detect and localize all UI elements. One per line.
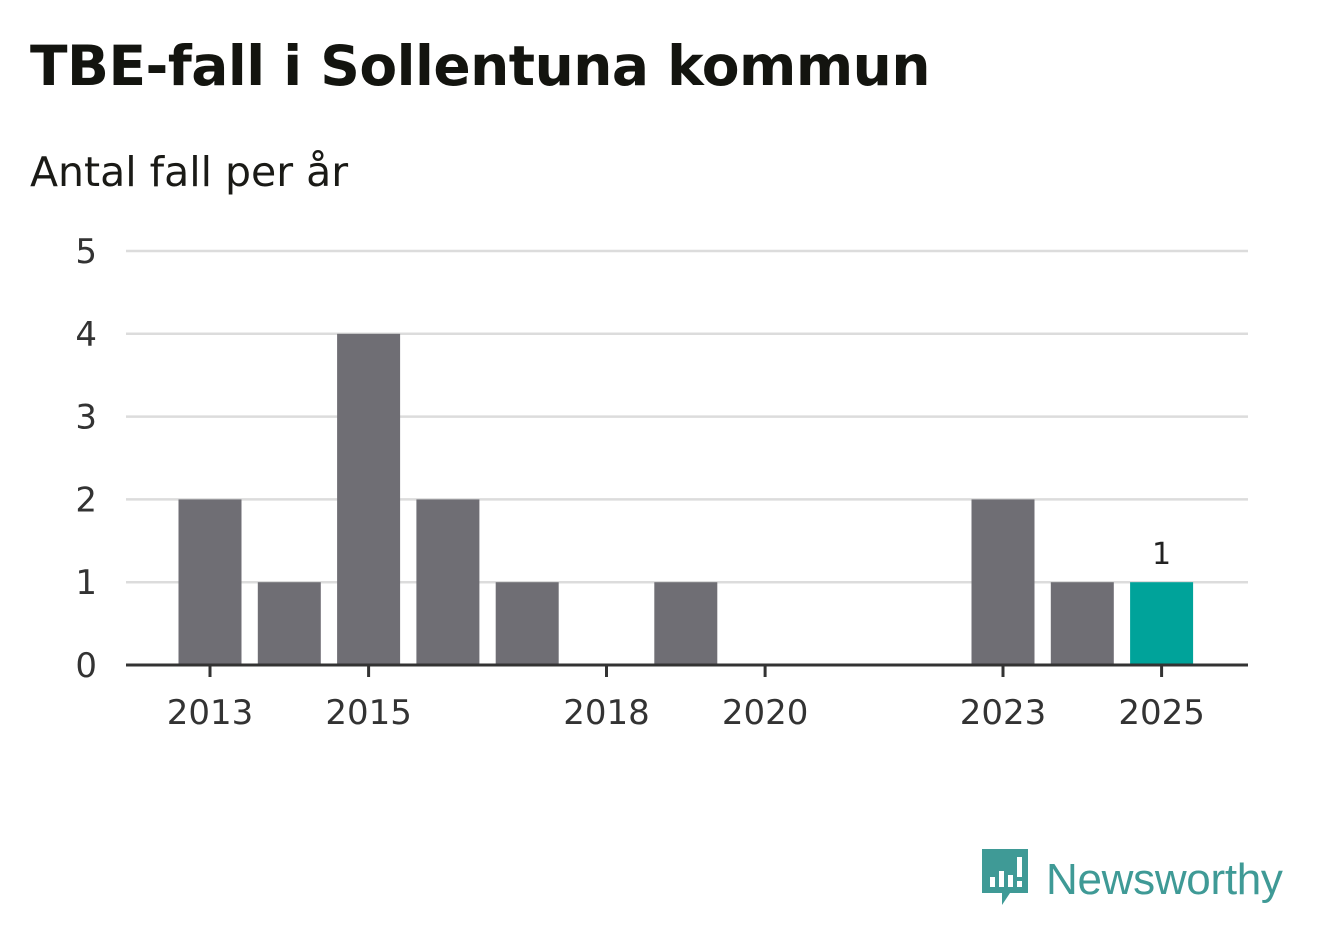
y-tick-label: 3 [75, 398, 97, 438]
bar-2025 [1130, 582, 1194, 665]
bar-2017 [495, 582, 559, 665]
bar-2016 [416, 499, 480, 665]
bar-2014 [257, 582, 321, 665]
y-tick-label: 2 [75, 480, 97, 520]
page-title: TBE-fall i Sollentuna kommun [30, 34, 930, 98]
x-tick-label: 2018 [563, 693, 650, 733]
brand-logo: Newsworthy [980, 848, 1283, 912]
x-tick-label: 2020 [722, 693, 809, 733]
bar-2013 [178, 499, 242, 665]
brand-name: Newsworthy [1046, 855, 1283, 904]
y-tick-label: 4 [75, 315, 97, 355]
x-tick-label: 2025 [1118, 693, 1205, 733]
bar-2019 [654, 582, 718, 665]
bar-2024 [1050, 582, 1114, 665]
newsworthy-logo-icon [980, 847, 1032, 913]
y-tick-label: 0 [75, 646, 97, 686]
data-label-2025: 1 [1152, 537, 1171, 572]
x-tick-label: 2013 [167, 693, 254, 733]
x-tick-label: 2023 [960, 693, 1047, 733]
x-tick-label: 2015 [325, 693, 412, 733]
bar-2015 [337, 333, 401, 665]
page-subtitle: Antal fall per år [30, 148, 349, 196]
bar-2023 [971, 499, 1035, 665]
y-tick-label: 1 [75, 563, 97, 603]
y-tick-label: 5 [75, 232, 97, 272]
